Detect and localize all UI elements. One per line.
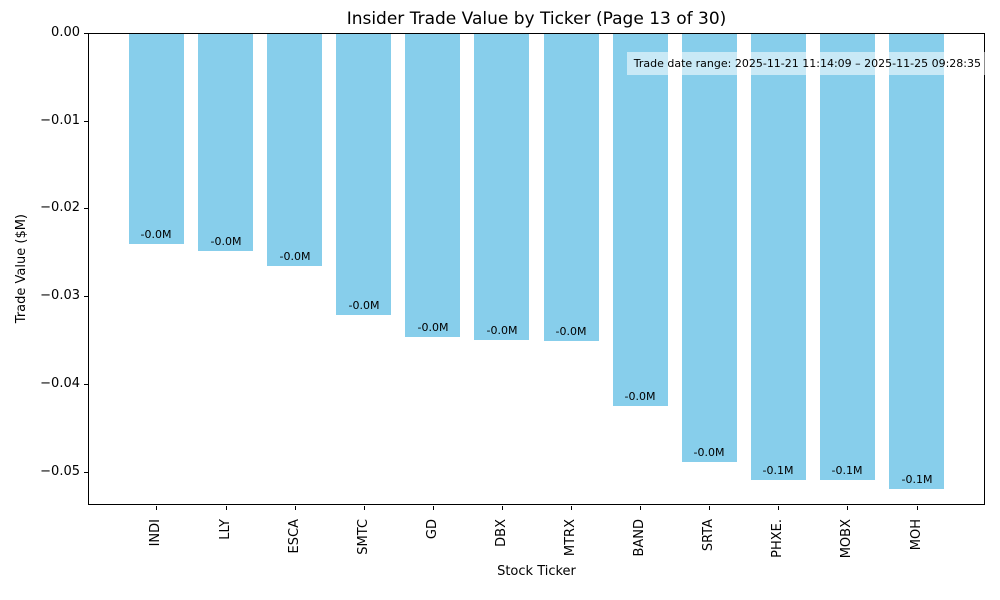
- y-tick-label: −0.04: [40, 376, 80, 391]
- x-tick-mark: [156, 506, 157, 510]
- x-tick-mark: [295, 506, 296, 510]
- y-tick-mark: [84, 121, 88, 122]
- bar-smtc: [336, 34, 391, 315]
- x-tick-mark: [847, 506, 848, 510]
- bar-value-label: -0.1M: [901, 473, 933, 486]
- bar-mobx: [820, 34, 875, 480]
- bar-esca: [267, 34, 322, 266]
- y-tick-mark: [84, 33, 88, 34]
- bar-phxe: [751, 34, 806, 480]
- x-tick-mark: [364, 506, 365, 510]
- bar-value-label: -0.0M: [417, 321, 449, 334]
- x-tick-mark: [917, 506, 918, 510]
- bar-value-label: -0.0M: [348, 299, 380, 312]
- bar-value-label: -0.0M: [693, 446, 725, 459]
- y-tick-label: −0.01: [40, 113, 80, 128]
- bar-value-label: -0.0M: [140, 228, 172, 241]
- bar-value-label: -0.0M: [210, 235, 242, 248]
- x-tick-mark: [778, 506, 779, 510]
- y-tick-mark: [84, 384, 88, 385]
- bar-value-label: -0.0M: [279, 250, 311, 263]
- y-tick-label: 0.00: [51, 25, 80, 40]
- x-tick-mark: [640, 506, 641, 510]
- bar-value-label: -0.1M: [762, 464, 794, 477]
- x-axis-label: Stock Ticker: [497, 564, 576, 579]
- y-tick-mark: [84, 472, 88, 473]
- bar-indi: [129, 34, 184, 244]
- y-tick-label: −0.05: [40, 464, 80, 479]
- y-tick-mark: [84, 208, 88, 209]
- bar-value-label: -0.1M: [831, 464, 863, 477]
- bar-gd: [405, 34, 460, 337]
- x-tick-mark: [226, 506, 227, 510]
- y-tick-label: −0.02: [40, 200, 80, 215]
- bar-lly: [198, 34, 253, 251]
- bar-moh: [889, 34, 944, 489]
- bar-mtrx: [544, 34, 599, 341]
- bar-value-label: -0.0M: [555, 325, 587, 338]
- chart-title: Insider Trade Value by Ticker (Page 13 o…: [346, 9, 727, 29]
- bar-value-label: -0.0M: [624, 390, 656, 403]
- date-range-annotation: Trade date range: 2025-11-21 11:14:09 – …: [626, 52, 988, 75]
- y-tick-mark: [84, 296, 88, 297]
- bar-band: [613, 34, 668, 406]
- bar-value-label: -0.0M: [486, 324, 518, 337]
- y-tick-label: −0.03: [40, 288, 80, 303]
- x-tick-mark: [571, 506, 572, 510]
- bar-srta: [682, 34, 737, 462]
- bar-dbx: [474, 34, 529, 340]
- x-tick-mark: [709, 506, 710, 510]
- x-tick-mark: [433, 506, 434, 510]
- x-tick-mark: [502, 506, 503, 510]
